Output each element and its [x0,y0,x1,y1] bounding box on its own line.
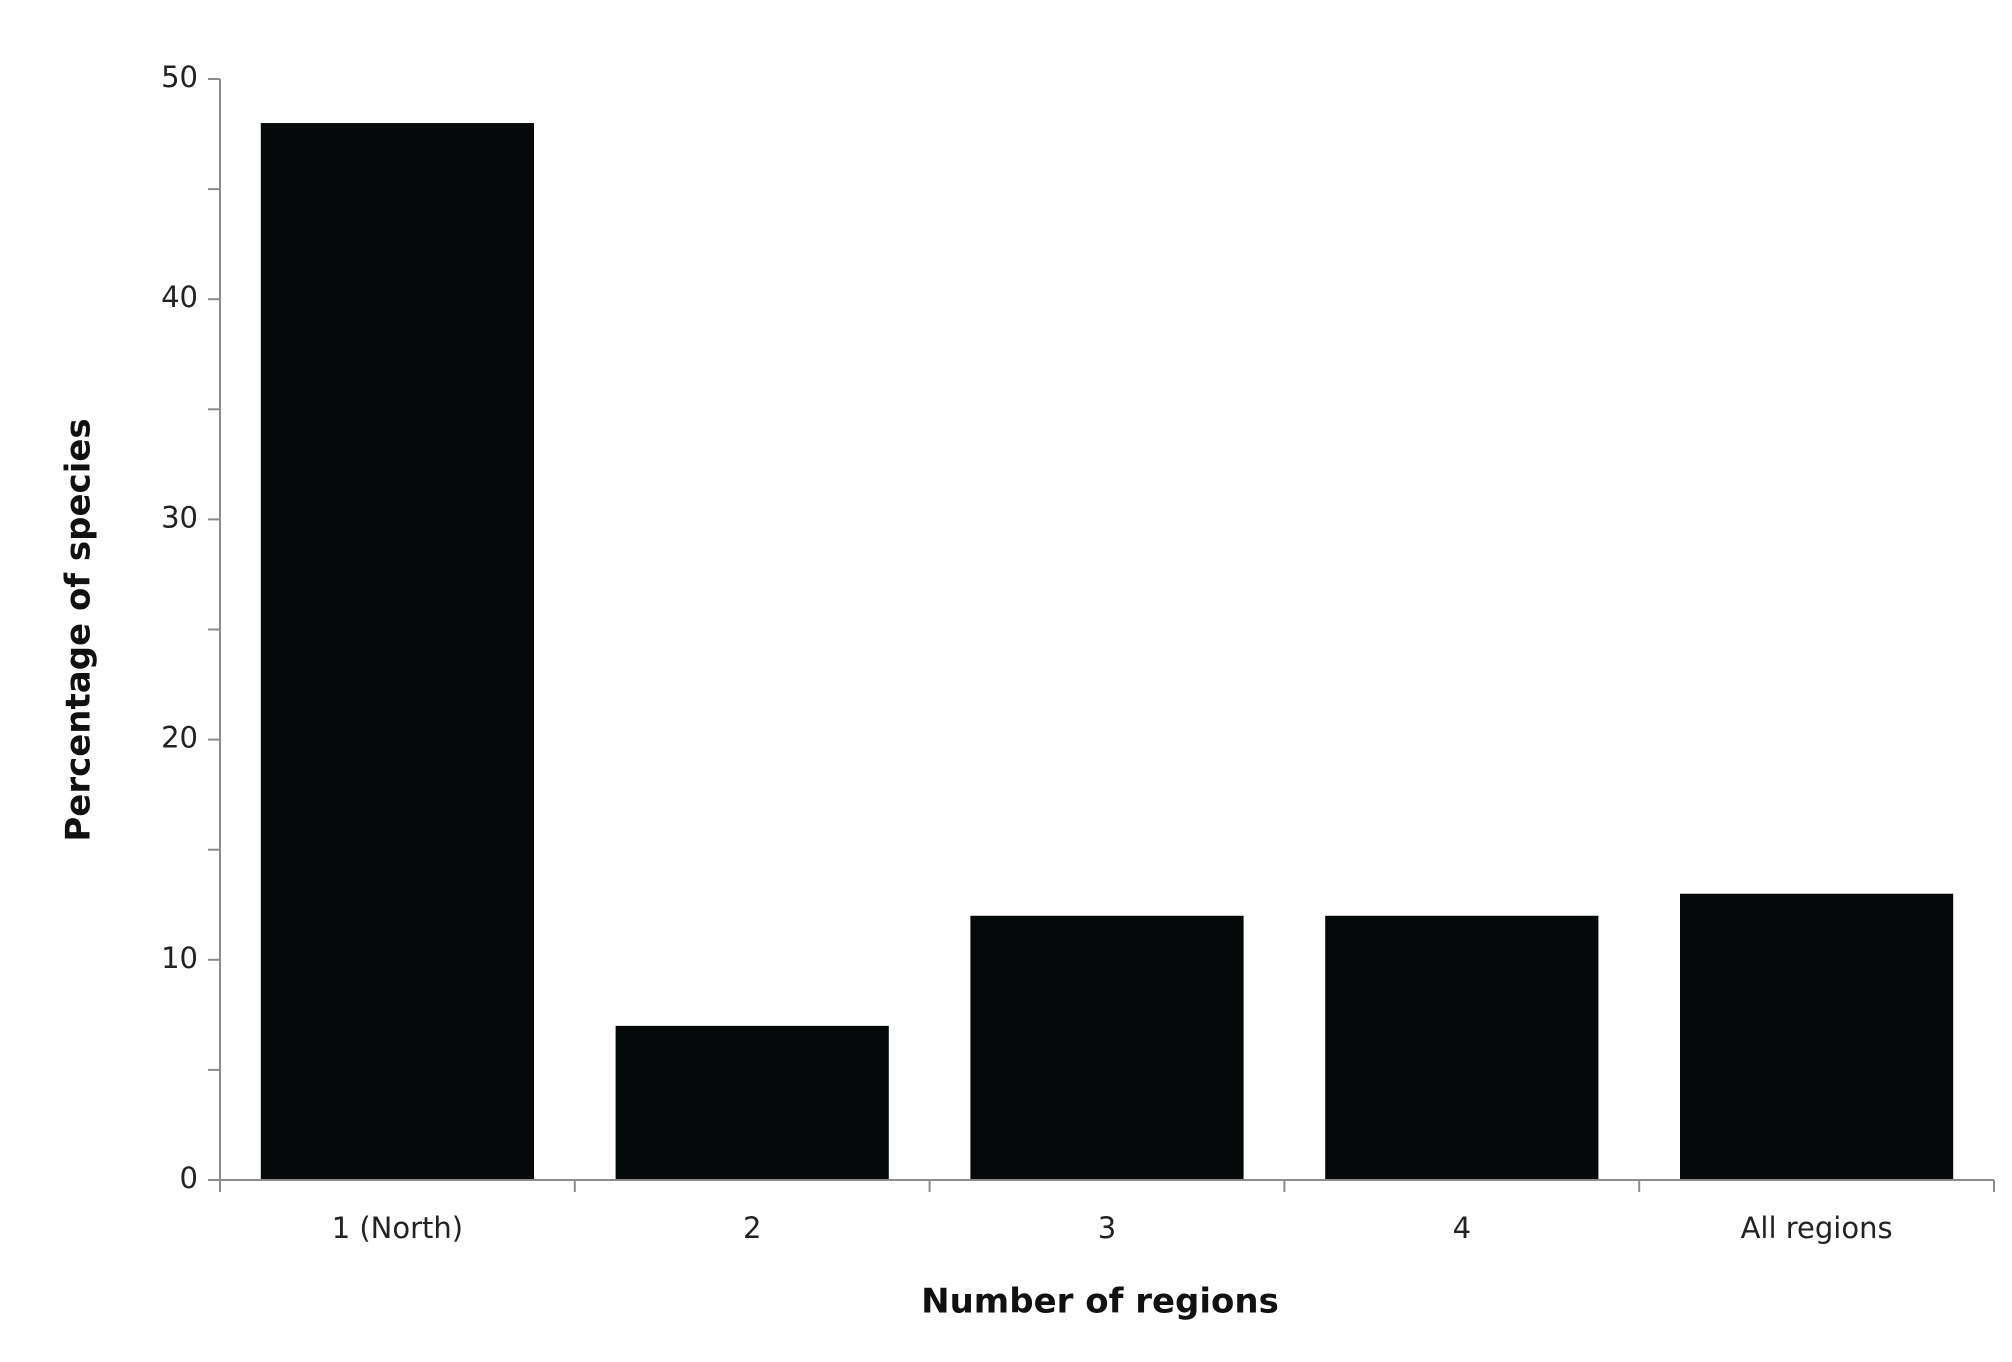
bar [615,1025,889,1180]
x-tick-label: 2 [743,1211,761,1245]
bar [260,123,534,1180]
bar [1325,915,1599,1180]
bar [1680,893,1954,1180]
x-tick-label: 3 [1098,1211,1116,1245]
y-tick-label: 10 [161,941,198,975]
x-tick-label: All regions [1741,1211,1893,1245]
y-tick-label: 30 [161,500,198,534]
y-tick-label: 40 [161,280,198,314]
y-tick-label: 50 [161,60,198,94]
bar [970,915,1244,1180]
x-axis-title: Number of regions [921,1282,1279,1322]
y-axis-title: Percentage of species [59,418,99,841]
y-tick-label: 20 [161,721,198,755]
x-tick-label: 4 [1453,1211,1471,1245]
x-tick-label: 1 (North) [332,1211,463,1245]
y-tick-label: 0 [180,1161,198,1195]
